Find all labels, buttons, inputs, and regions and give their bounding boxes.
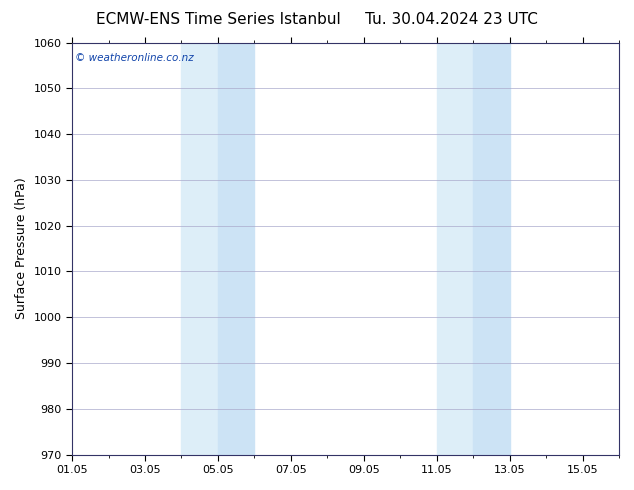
Text: ECMW-ENS Time Series Istanbul     Tu. 30.04.2024 23 UTC: ECMW-ENS Time Series Istanbul Tu. 30.04.… <box>96 12 538 27</box>
Bar <box>218 43 254 455</box>
Bar <box>181 43 218 455</box>
Bar <box>473 43 510 455</box>
Bar <box>437 43 473 455</box>
Y-axis label: Surface Pressure (hPa): Surface Pressure (hPa) <box>15 178 28 319</box>
Text: © weatheronline.co.nz: © weatheronline.co.nz <box>75 53 193 63</box>
